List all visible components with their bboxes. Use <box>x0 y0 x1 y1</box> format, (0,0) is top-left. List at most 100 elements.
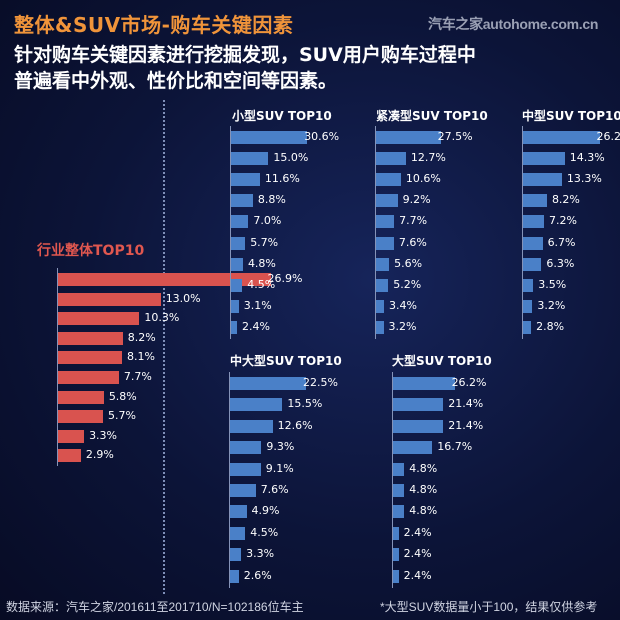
value-label: 4.8% <box>409 483 438 496</box>
data-bar <box>231 194 253 208</box>
value-label: 5.2% <box>393 277 422 291</box>
value-label: 7.2% <box>549 214 577 228</box>
chart-axis <box>57 268 58 466</box>
data-bar <box>58 410 104 424</box>
data-bar <box>231 278 243 292</box>
data-bar <box>523 320 532 334</box>
value-label: 5.7% <box>250 235 279 249</box>
data-source-footer: 数据来源：汽车之家/201611至201710/N=102186位车主 <box>6 600 304 614</box>
value-label: 15.0% <box>273 151 309 165</box>
value-label: 7.0% <box>253 214 282 228</box>
data-bar <box>230 548 242 562</box>
data-bar <box>393 398 444 412</box>
data-bar <box>393 526 399 540</box>
data-bar <box>523 194 547 208</box>
value-label: 2.8% <box>536 319 565 333</box>
value-label: 4.5% <box>250 525 279 539</box>
data-bar <box>376 278 389 292</box>
value-label: 8.1% <box>126 350 155 364</box>
autohome-logo: 汽车之家autohome.com.cn <box>428 16 599 32</box>
data-bar <box>230 377 307 390</box>
data-bar <box>230 398 283 412</box>
value-label: 7.6% <box>260 483 289 496</box>
data-bar <box>523 131 600 144</box>
data-bar <box>376 131 441 144</box>
data-bar <box>523 152 565 166</box>
value-label: 4.8% <box>409 504 438 518</box>
data-bar <box>231 173 260 187</box>
chart-axis <box>392 372 393 588</box>
value-label: 6.3% <box>546 256 575 270</box>
value-label: 3.2% <box>388 319 417 333</box>
value-label: 2.4% <box>403 568 432 582</box>
data-bar <box>393 484 405 497</box>
data-bar <box>376 173 401 187</box>
value-label: 13.3% <box>566 172 602 186</box>
value-label: 8.2% <box>127 330 156 344</box>
value-label: 9.2% <box>402 193 431 207</box>
data-bar <box>231 299 239 313</box>
value-label: 2.4% <box>403 525 432 539</box>
data-bar <box>376 320 384 334</box>
data-bar <box>523 299 533 313</box>
data-bar <box>230 526 246 540</box>
chart-title: 中型SUV TOP10 <box>522 109 620 123</box>
data-bar <box>231 257 243 271</box>
chart-title: 小型SUV TOP10 <box>232 109 332 123</box>
chart-axis <box>229 372 230 588</box>
data-bar <box>393 505 405 519</box>
data-bar <box>376 257 390 271</box>
value-label: 7.6% <box>398 235 427 249</box>
value-label: 5.8% <box>108 389 137 403</box>
value-label: 4.5% <box>247 277 276 291</box>
data-bar <box>230 569 239 583</box>
value-label: 3.2% <box>537 298 566 312</box>
value-label: 6.7% <box>547 235 576 249</box>
data-bar <box>523 215 545 229</box>
value-label: 26.2% <box>596 130 620 143</box>
value-label: 7.7% <box>123 370 152 383</box>
value-label: 2.9% <box>85 448 114 462</box>
value-label: 2.4% <box>241 319 270 333</box>
disclaimer-note: *大型SUV数据量小于100，结果仅供参考 <box>380 600 598 614</box>
chart-axis <box>375 126 376 339</box>
data-bar <box>58 429 85 443</box>
value-label: 27.5% <box>437 130 473 143</box>
panel-divider <box>163 100 165 594</box>
value-label: 3.5% <box>538 277 567 291</box>
data-bar <box>523 257 542 271</box>
value-label: 5.6% <box>394 256 423 270</box>
value-label: 3.3% <box>246 547 275 561</box>
chart-title: 紧凑型SUV TOP10 <box>376 109 488 123</box>
value-label: 8.2% <box>551 193 580 207</box>
value-label: 2.4% <box>403 547 432 561</box>
value-label: 30.6% <box>304 130 340 143</box>
value-label: 22.5% <box>303 376 338 389</box>
data-bar <box>376 152 406 166</box>
value-label: 26.2% <box>451 376 487 389</box>
chart-title: 大型SUV TOP10 <box>392 354 492 368</box>
data-bar <box>231 320 237 334</box>
value-label: 3.1% <box>243 298 272 312</box>
data-bar <box>376 215 395 229</box>
data-bar <box>58 273 271 286</box>
data-bar <box>393 441 433 455</box>
data-bar <box>393 548 399 562</box>
value-label: 13.0% <box>165 291 201 305</box>
data-bar <box>393 569 399 583</box>
data-bar <box>376 299 384 313</box>
data-bar <box>58 312 140 326</box>
value-label: 26.9% <box>267 272 303 285</box>
data-bar <box>230 441 262 455</box>
value-label: 8.8% <box>257 193 286 207</box>
value-label: 15.5% <box>287 397 323 411</box>
data-bar <box>393 462 405 476</box>
value-label: 5.7% <box>108 409 136 423</box>
value-label: 10.3% <box>144 311 180 325</box>
value-label: 4.8% <box>247 256 276 270</box>
data-bar <box>393 419 444 433</box>
value-label: 12.7% <box>410 151 446 165</box>
value-label: 3.4% <box>388 298 417 312</box>
value-label: 7.7% <box>399 214 428 228</box>
page-title: 整体&SUV市场-购车关键因素 <box>14 13 294 37</box>
